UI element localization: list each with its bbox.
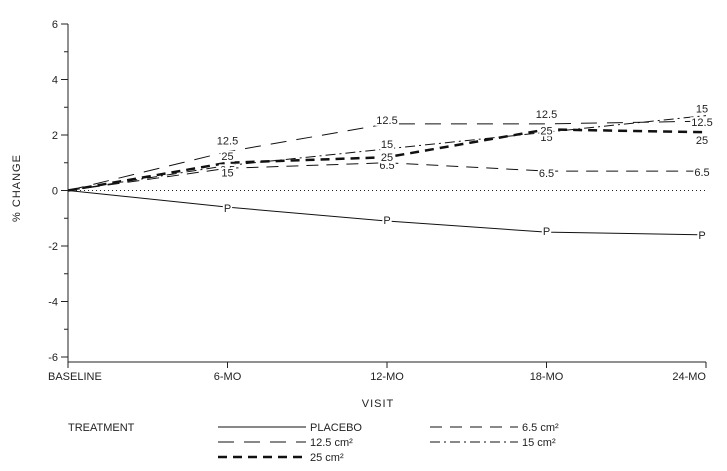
point-marker-bg: [541, 226, 552, 238]
x-tick-label: 6-MO: [214, 371, 242, 383]
point-marker-bg: [690, 117, 714, 129]
point-marker-bg: [382, 215, 392, 227]
point-marker: 12.5: [376, 115, 397, 127]
legend-label: 15 cm²: [522, 437, 556, 449]
point-marker-bg: [379, 152, 395, 164]
y-tick-label: 2: [52, 130, 58, 142]
y-tick-label: 6: [52, 19, 58, 31]
point-marker: 25: [540, 125, 552, 137]
point-marker: 15: [696, 104, 708, 116]
y-tick-label: -4: [48, 297, 58, 309]
point-marker: P: [543, 226, 550, 238]
point-marker-bg: [539, 132, 554, 144]
legend-label: 12.5 cm²: [310, 437, 353, 449]
point-marker: 12.5: [691, 117, 712, 129]
point-marker: 12.5: [536, 109, 557, 121]
x-tick-label: BASELINE: [48, 371, 102, 383]
point-marker-bg: [697, 229, 707, 241]
x-tick-label: 18-MO: [530, 371, 564, 383]
point-marker: P: [224, 203, 231, 215]
point-marker-bg: [693, 167, 711, 179]
point-marker: 12.5: [217, 136, 238, 148]
chart-axes: -6 -4 -2 0 2 4 6 BASELINE 6-MO 12-MO 18-MO 24-MO: [48, 19, 707, 383]
y-tick-label: -2: [48, 241, 58, 253]
y-tick-label: -6: [48, 352, 58, 364]
y-tick-label: 4: [52, 75, 58, 87]
x-axis-title: VISIT: [362, 398, 395, 410]
point-marker-bg: [375, 114, 399, 126]
legend-label: 25 cm²: [310, 452, 344, 464]
point-marker: 6.5: [694, 167, 709, 179]
point-marker-bg: [694, 103, 710, 115]
point-marker-bg: [378, 159, 396, 171]
point-marker-bg: [215, 135, 240, 147]
point-marker-bg: [537, 168, 556, 180]
x-tick-label: 24-MO: [672, 371, 706, 383]
series-markers: PPPP6.56.56.56.512.512.512.512.515151515…: [215, 103, 714, 242]
point-marker-bg: [534, 108, 559, 120]
point-marker: 15: [381, 139, 393, 151]
point-marker: 6.5: [539, 168, 554, 180]
point-marker: P: [698, 230, 705, 242]
y-axis-title: % CHANGE: [11, 154, 23, 222]
point-marker-bg: [222, 203, 233, 215]
point-marker: 25: [381, 152, 393, 164]
legend-label: 6.5 cm²: [522, 422, 559, 434]
point-marker-bg: [220, 167, 235, 179]
point-marker-bg: [539, 125, 554, 137]
x-tick-label: 12-MO: [370, 371, 404, 383]
series-line-P: [67, 190, 707, 236]
point-marker-bg: [220, 150, 235, 162]
legend: PLACEBO 6.5 cm² 12.5 cm² 15 cm² 25 cm²: [218, 422, 559, 464]
point-marker: 25: [696, 135, 708, 147]
y-tick-label: 0: [52, 186, 58, 198]
legend-label: PLACEBO: [310, 422, 362, 434]
point-marker: 25: [221, 151, 233, 163]
legend-title: TREATMENT: [68, 422, 135, 434]
point-marker: P: [383, 215, 390, 227]
point-marker-bg: [694, 135, 710, 147]
point-marker: 15: [221, 168, 233, 180]
point-marker-bg: [379, 138, 395, 150]
